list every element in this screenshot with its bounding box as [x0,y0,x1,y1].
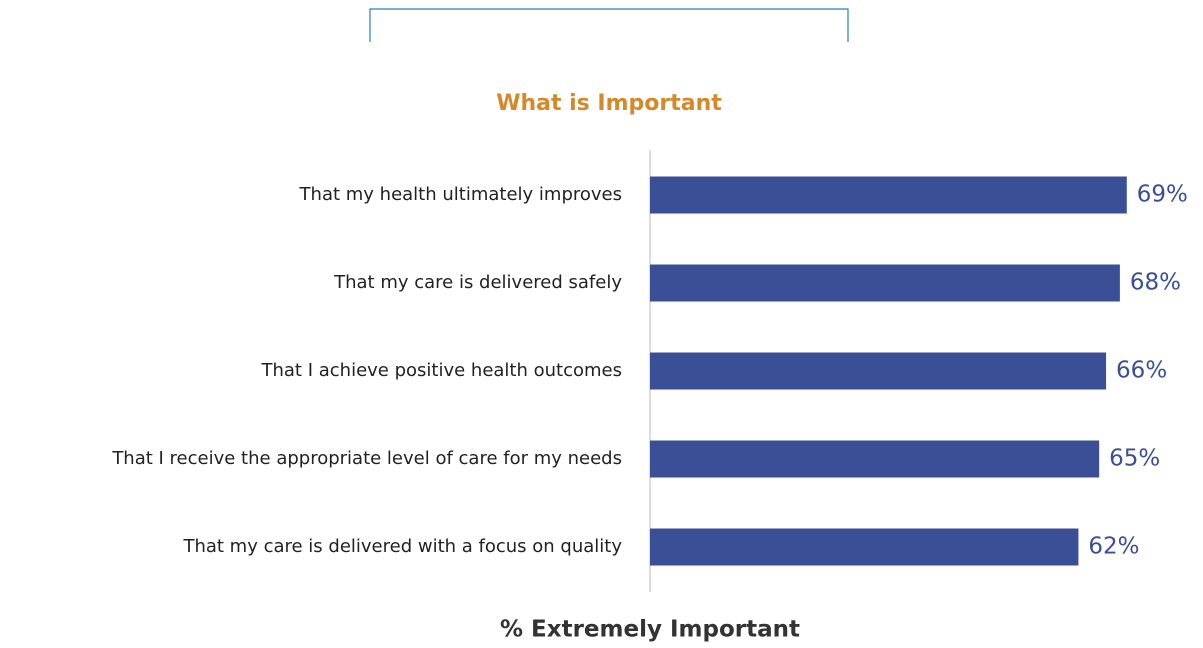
chart-title: What is Important [496,91,722,116]
category-label: That I receive the appropriate level of … [111,448,622,469]
value-label: 62% [1088,534,1139,560]
category-label: That my health ultimately improves [299,184,622,205]
value-label: 65% [1109,446,1160,472]
frame-decoration [369,8,849,42]
category-label: That my care is delivered with a focus o… [182,536,622,557]
value-label: 66% [1116,358,1167,384]
value-label: 68% [1130,270,1181,296]
bar [650,264,1120,302]
value-label: 69% [1137,182,1188,208]
bar [650,528,1079,566]
bar [650,176,1127,214]
category-label: That I achieve positive health outcomes [260,360,622,381]
x-axis-label: % Extremely Important [500,617,800,643]
bar [650,440,1100,478]
category-label: That my care is delivered safely [333,272,622,293]
bar [650,352,1107,390]
